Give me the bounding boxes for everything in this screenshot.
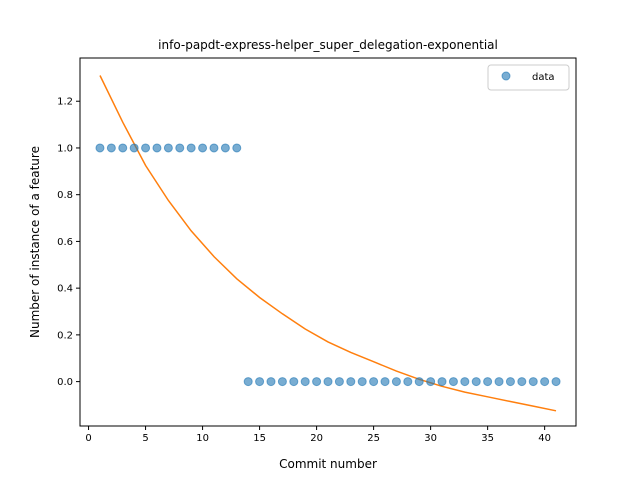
data-point (152, 143, 162, 153)
data-point (334, 377, 344, 387)
x-tick-label: 5 (142, 433, 148, 444)
data-point (232, 143, 242, 153)
legend: data (487, 64, 570, 91)
data-point (414, 377, 424, 387)
y-axis: 0.0 0.2 0.4 0.6 0.8 1.0 1.2 (57, 97, 80, 388)
x-tick-label: 15 (253, 433, 266, 444)
x-axis-title: Commit number (279, 457, 377, 471)
x-tick-label: 40 (538, 433, 551, 444)
y-tick-label: 0.8 (57, 190, 73, 201)
data-point (266, 377, 276, 387)
data-point (163, 143, 173, 153)
data-point (95, 143, 105, 153)
data-point (357, 377, 367, 387)
data-point (198, 143, 208, 153)
data-point (312, 377, 322, 387)
data-point (460, 377, 470, 387)
data-point (471, 377, 481, 387)
data-point (209, 143, 219, 153)
data-point (437, 377, 447, 387)
data-point (426, 377, 436, 387)
x-tick-label: 20 (310, 433, 323, 444)
data-point (528, 377, 538, 387)
legend-box (487, 64, 570, 91)
data-point (323, 377, 333, 387)
plot-frame (79, 57, 577, 427)
data-point (380, 377, 390, 387)
data-point (494, 377, 504, 387)
y-axis-title: Number of instance of a feature (28, 146, 42, 338)
data-point (551, 377, 561, 387)
data-point (186, 143, 196, 153)
y-tick-label: 1.2 (57, 97, 73, 108)
data-point (391, 377, 401, 387)
data-point (300, 377, 310, 387)
y-tick-label: 0.0 (57, 377, 73, 388)
fit-line (99, 75, 557, 412)
data-point (369, 377, 379, 387)
y-tick-label: 1.0 (57, 143, 73, 154)
data-point (346, 377, 356, 387)
x-tick-label: 35 (481, 433, 494, 444)
x-tick-label: 10 (196, 433, 209, 444)
x-tick-label: 25 (367, 433, 380, 444)
legend-data-label: data (532, 72, 555, 83)
data-point (517, 377, 527, 387)
data-point (255, 377, 265, 387)
data-point (403, 377, 413, 387)
data-point (118, 143, 128, 153)
data-point (141, 143, 151, 153)
data-point (175, 143, 185, 153)
data-point (243, 377, 253, 387)
data-point (448, 377, 458, 387)
legend-data-marker (501, 71, 511, 81)
data-point (277, 377, 287, 387)
x-tick-label: 30 (424, 433, 437, 444)
data-point (540, 377, 550, 387)
series-layer (95, 75, 561, 412)
data-point (289, 377, 299, 387)
data-point (220, 143, 230, 153)
y-tick-label: 0.4 (57, 284, 73, 295)
x-axis: 0 5 10 15 20 25 30 35 40 (85, 426, 551, 444)
x-tick-label: 0 (85, 433, 91, 444)
data-point (483, 377, 493, 387)
data-point (129, 143, 139, 153)
data-point (106, 143, 116, 153)
data-point (505, 377, 515, 387)
y-tick-label: 0.2 (57, 330, 73, 341)
chart-title: info-papdt-express-helper_super_delegati… (158, 38, 498, 52)
y-tick-label: 0.6 (57, 237, 73, 248)
